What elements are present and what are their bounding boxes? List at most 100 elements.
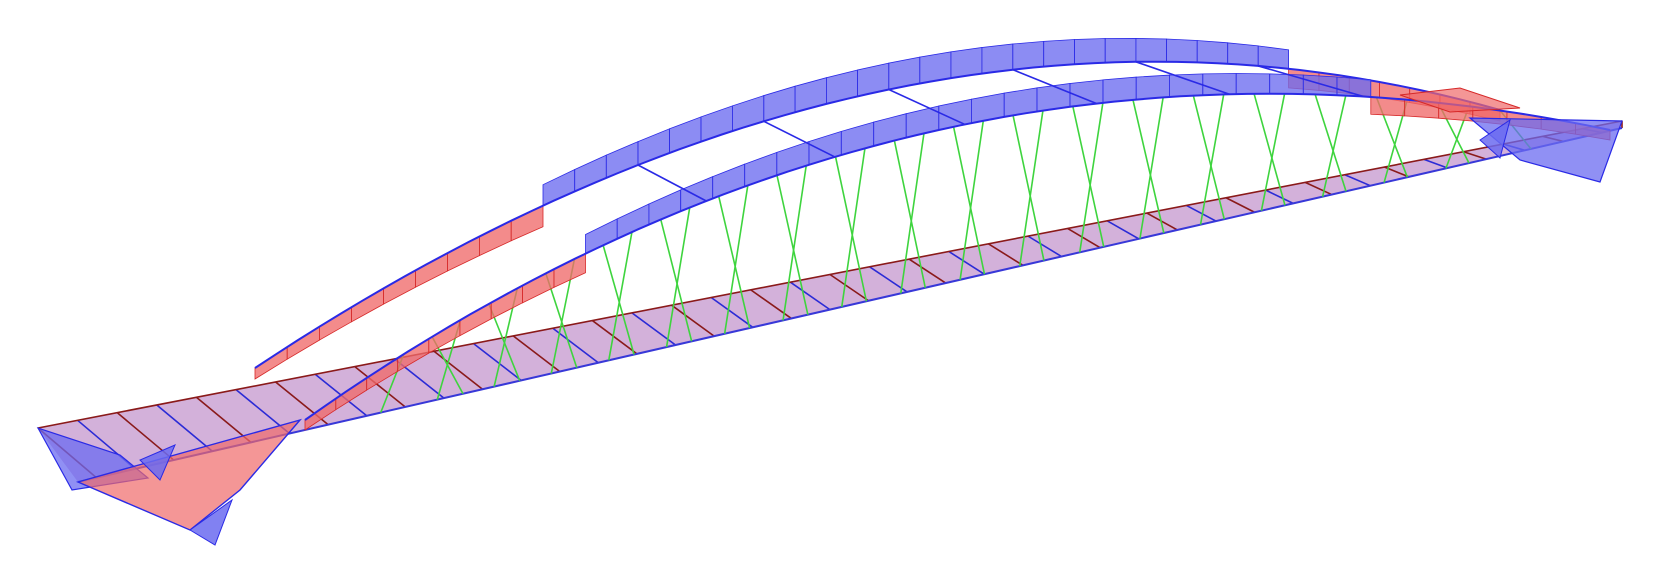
near-arch-segment bbox=[616, 203, 650, 240]
far-arch-segment bbox=[478, 220, 512, 257]
hanger bbox=[1314, 94, 1347, 192]
hanger bbox=[1072, 106, 1105, 247]
deck-cross-beam bbox=[473, 342, 522, 382]
hanger bbox=[1321, 95, 1347, 197]
left-arch-foot-diagram bbox=[75, 418, 303, 531]
hanger bbox=[602, 245, 635, 355]
right-arch-foot-diagram bbox=[1399, 87, 1521, 113]
near-arch-segment bbox=[490, 284, 523, 320]
far-arch-segment bbox=[981, 43, 1014, 74]
deck-cross-beam bbox=[1265, 189, 1294, 205]
hanger-cables bbox=[379, 93, 1532, 413]
deck-cross-beam bbox=[987, 243, 1024, 267]
hanger bbox=[1253, 93, 1286, 206]
far-arch-segment bbox=[1104, 37, 1137, 64]
deck-cross-beam bbox=[829, 273, 869, 302]
far-arch-segment bbox=[447, 235, 480, 272]
far-arch-centerline bbox=[254, 60, 1501, 369]
far-arch-segment bbox=[254, 346, 288, 380]
hanger bbox=[723, 185, 749, 334]
deck-cross-beam bbox=[1067, 227, 1101, 249]
arch-cross-brace bbox=[888, 88, 966, 126]
near-arch-centerline bbox=[304, 92, 1611, 421]
deck-cross-beam bbox=[1186, 204, 1217, 222]
deck-cross-beam bbox=[1106, 220, 1140, 240]
far-arch-segment bbox=[1135, 37, 1167, 63]
deck-cross-beam bbox=[156, 404, 213, 452]
arch-cross-brace bbox=[1257, 65, 1365, 98]
deck-cross-beam bbox=[908, 258, 947, 284]
hanger bbox=[899, 133, 925, 294]
arch-cross-brace bbox=[763, 120, 836, 158]
deck-cross-beam bbox=[195, 396, 252, 443]
hanger bbox=[834, 156, 868, 302]
deck-cross-beam bbox=[354, 365, 406, 408]
near-arch-segment bbox=[680, 176, 714, 212]
deck-cross-beam bbox=[710, 296, 754, 328]
deck-cross-beam bbox=[1304, 181, 1333, 196]
hanger bbox=[1012, 115, 1045, 261]
far-arch-segment bbox=[1012, 40, 1045, 71]
hanger bbox=[717, 196, 751, 329]
hanger bbox=[660, 219, 693, 342]
deck-cross-beam bbox=[591, 319, 638, 355]
far-arch-segment bbox=[1074, 38, 1106, 65]
right-deck-triangle bbox=[1479, 118, 1511, 159]
deck-cross-beam bbox=[433, 350, 484, 390]
deck-cross-beam bbox=[552, 327, 599, 364]
hanger bbox=[665, 207, 691, 348]
near-arch-segment bbox=[648, 189, 682, 226]
left-deck-triangle bbox=[139, 444, 176, 481]
arch-cross-brace bbox=[1135, 61, 1230, 96]
far-arch-segment bbox=[542, 168, 576, 207]
deck-cross-beam bbox=[1146, 212, 1178, 231]
deck-far-edge bbox=[37, 120, 1623, 429]
hanger bbox=[893, 140, 927, 288]
deck-cross-beam bbox=[512, 335, 561, 373]
near-arch-segment bbox=[459, 301, 492, 337]
hanger bbox=[1078, 102, 1104, 253]
deck-cross-beam bbox=[789, 281, 831, 311]
hanger bbox=[1132, 99, 1165, 234]
far-arch-segment bbox=[1196, 40, 1229, 65]
far-arch-segment bbox=[826, 69, 858, 105]
hanger bbox=[1199, 94, 1225, 225]
deck-near-edge bbox=[77, 127, 1623, 483]
far-arch-segment bbox=[1227, 42, 1259, 67]
deck-cross-beam bbox=[1225, 197, 1255, 213]
far-arch-segment bbox=[510, 205, 544, 242]
near-arch-segment bbox=[1235, 73, 1271, 95]
hanger bbox=[776, 175, 809, 315]
far-arch-segment bbox=[574, 154, 607, 193]
left-foot-triangle bbox=[189, 498, 234, 546]
hanger bbox=[607, 231, 633, 361]
near-arch-segment bbox=[1102, 76, 1137, 104]
arch-cross-brace bbox=[637, 164, 707, 202]
hanger bbox=[1139, 97, 1164, 239]
near-arch-segment bbox=[1302, 74, 1338, 96]
end-supports bbox=[36, 87, 1623, 546]
far-arch-segment bbox=[1043, 39, 1075, 68]
near-arch-segment bbox=[1202, 73, 1237, 96]
hanger bbox=[959, 120, 985, 280]
hanger bbox=[1260, 93, 1286, 211]
deck-cross-beam bbox=[1463, 150, 1487, 160]
deck-cross-beam bbox=[1027, 235, 1062, 258]
near-arch-segment bbox=[585, 218, 618, 255]
deck-cross-beam bbox=[671, 304, 715, 337]
deck-cross-beam bbox=[948, 250, 985, 275]
hanger bbox=[1018, 110, 1044, 267]
near-arch-segment bbox=[522, 268, 555, 304]
deck-slab bbox=[38, 121, 1622, 482]
hanger bbox=[840, 148, 866, 308]
far-arch-segment bbox=[415, 252, 448, 288]
far-arch-segment bbox=[1166, 38, 1198, 63]
near-arch-segment bbox=[1135, 74, 1170, 101]
deck-cross-beam bbox=[1344, 173, 1371, 187]
hanger bbox=[952, 126, 986, 275]
far-arch-segment bbox=[383, 269, 416, 305]
near-arch-segment bbox=[1169, 73, 1204, 98]
hanger bbox=[1192, 95, 1226, 220]
